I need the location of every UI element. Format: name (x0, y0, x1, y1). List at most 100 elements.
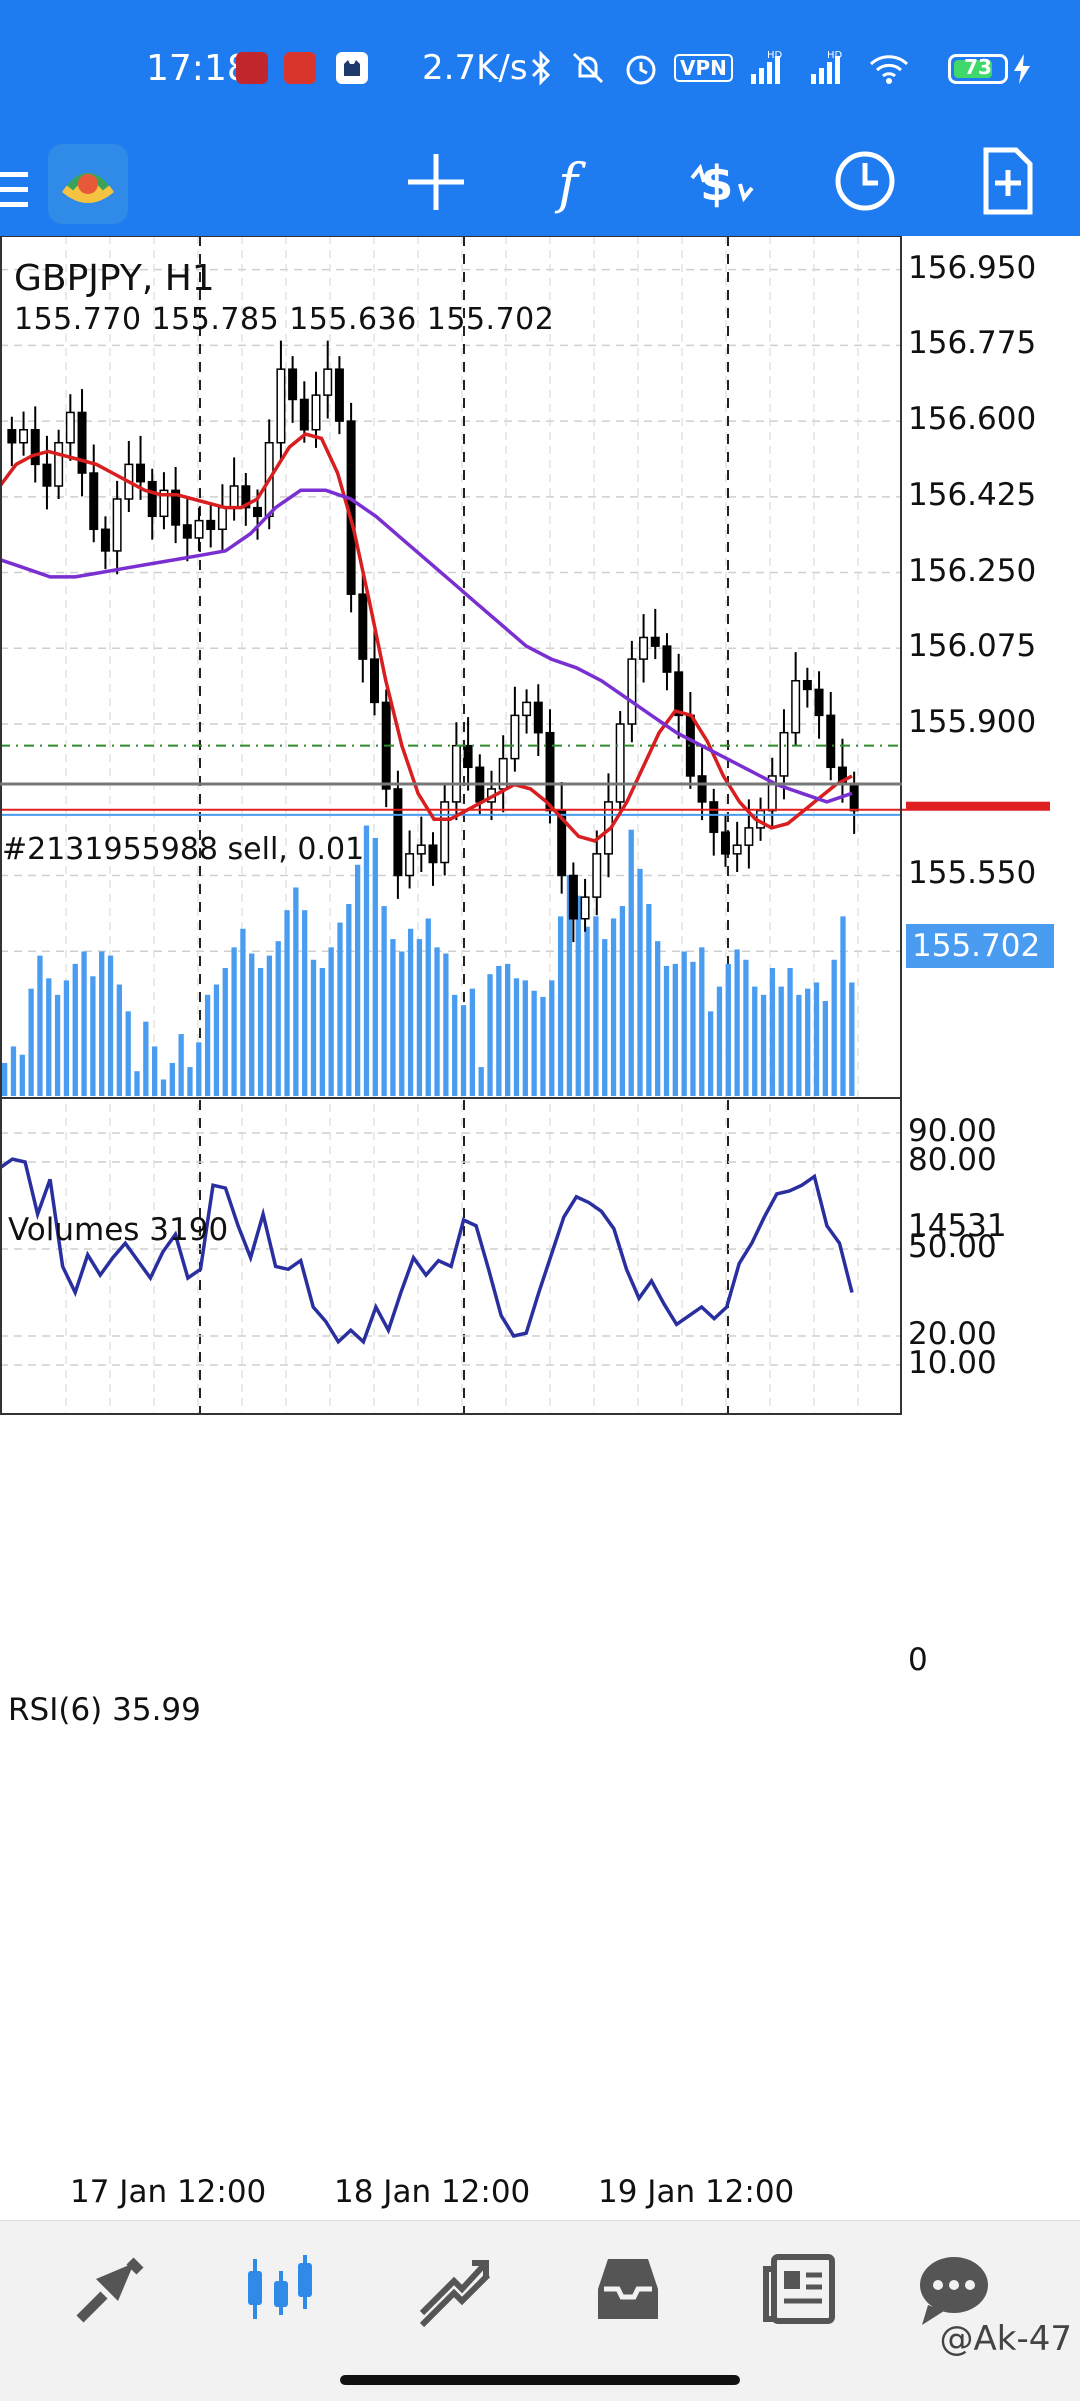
volume-bar (328, 947, 334, 1096)
volume-bar (434, 947, 440, 1096)
volume-bar (610, 918, 617, 1096)
messages-icon[interactable] (914, 2249, 994, 2329)
volume-bar (204, 994, 211, 1096)
volume-bar (460, 1005, 467, 1096)
volume-bar (46, 978, 52, 1096)
volume-bar (672, 963, 678, 1096)
volume-bar (169, 1062, 175, 1096)
volume-bar (196, 1042, 202, 1096)
candle (194, 519, 204, 539)
candle (615, 723, 625, 803)
ohlc-values: 155.770 155.785 155.636 155.702 (14, 302, 555, 337)
candle (522, 701, 532, 717)
candle (19, 429, 29, 444)
volume-bar (152, 1046, 158, 1096)
quotes-icon[interactable] (70, 2249, 150, 2329)
volume-bar (275, 941, 281, 1096)
crosshair-icon[interactable] (404, 150, 468, 214)
candle (54, 441, 64, 487)
candle (299, 398, 309, 431)
volume-bar (628, 829, 634, 1096)
indicators-icon[interactable]: f (552, 150, 602, 214)
rsi-tick-label: 90.00 (908, 1113, 997, 1149)
symbol-dollar-icon[interactable]: $ (684, 148, 760, 218)
candle (30, 429, 40, 466)
time-tick-1: 17 Jan 12:00 (70, 2174, 267, 2210)
candle (288, 368, 298, 401)
volume-bar (769, 967, 776, 1096)
history-icon[interactable] (588, 2249, 668, 2329)
candle (639, 636, 649, 660)
network-speed: 2.7K/s (422, 48, 528, 88)
candle (533, 701, 543, 734)
candle (112, 498, 122, 552)
candle (334, 368, 344, 422)
candle (7, 429, 17, 444)
volume-bar (593, 916, 599, 1096)
alarm-icon (626, 55, 656, 85)
volume-max-tick: 14531 (908, 1208, 1007, 1244)
candle (229, 485, 239, 509)
volume-bar (231, 947, 237, 1096)
price-tick-label: 156.425 (908, 476, 1037, 513)
rsi-tick-label: 20.00 (908, 1316, 997, 1352)
timeframe-clock-icon[interactable] (832, 148, 898, 214)
volume-bar (716, 986, 723, 1096)
candle (440, 801, 450, 864)
candle (744, 827, 754, 846)
chart-icon[interactable] (240, 2249, 320, 2329)
watermark-text: @Ak-47 (939, 2319, 1072, 2359)
volume-bar (655, 941, 661, 1096)
volume-bar (319, 967, 325, 1096)
news-icon[interactable] (760, 2249, 840, 2329)
candle (42, 463, 52, 487)
candle (370, 658, 380, 704)
volume-bar (681, 951, 687, 1096)
volume-bar (513, 978, 520, 1096)
ma-slow-line (0, 488, 853, 804)
candle (77, 411, 87, 474)
order-line-label[interactable]: #2131955988 sell, 0.01 (2, 832, 365, 867)
volume-bar (487, 974, 493, 1096)
chart-canvas[interactable] (0, 236, 1080, 2176)
volume-bar (646, 903, 652, 1096)
volume-bar (452, 994, 458, 1096)
new-order-icon[interactable] (980, 146, 1036, 216)
status-bar: 17:18 2.7K/s VPN HD HD 73 (0, 0, 1080, 140)
candle (697, 775, 707, 803)
chart-symbol: GBPJPY, H1 (14, 258, 215, 299)
chart-area[interactable]: GBPJPY, H1 155.770 155.785 155.636 155.7… (0, 236, 1080, 2210)
svg-text:$: $ (700, 156, 733, 212)
volume-bar (302, 910, 308, 1096)
status-icons: VPN HD HD (528, 46, 911, 90)
volume-bar (63, 980, 70, 1096)
candle (393, 788, 403, 877)
volume-bar (557, 916, 564, 1096)
volume-bar (54, 994, 61, 1096)
price-tick-label: 156.775 (908, 325, 1037, 362)
volume-bar (734, 949, 740, 1096)
candle (451, 744, 461, 803)
news-app-icon (284, 52, 316, 84)
menu-icon[interactable] (0, 168, 30, 212)
trade-icon[interactable] (414, 2249, 494, 2329)
volume-bar (637, 868, 643, 1096)
candle (592, 853, 602, 898)
volume-bar (602, 939, 608, 1096)
volume-bar (81, 951, 87, 1096)
svg-text:HD: HD (767, 50, 783, 61)
time-tick-3: 19 Jan 12:00 (598, 2174, 795, 2210)
status-time: 17:18 (146, 48, 250, 89)
candle (65, 411, 75, 444)
app-logo-icon[interactable] (48, 144, 128, 224)
signal-hd-icon: HD (750, 50, 783, 84)
candle (217, 506, 227, 531)
ma-fast-line (0, 432, 853, 843)
volume-bar (540, 996, 546, 1096)
volume-bar (284, 910, 290, 1096)
candle (276, 368, 286, 444)
volume-bar (257, 967, 264, 1096)
bottom-nav: @Ak-47 (0, 2220, 1080, 2401)
price-tick-label: 156.950 (908, 249, 1037, 286)
price-tick-label: 156.600 (908, 401, 1037, 438)
